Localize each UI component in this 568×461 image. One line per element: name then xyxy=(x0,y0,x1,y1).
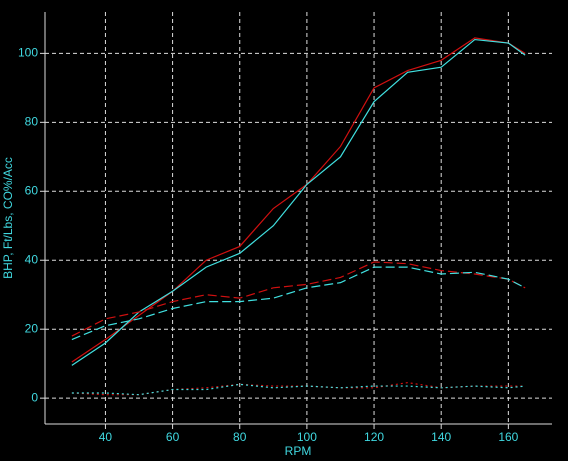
y-tick-label: 40 xyxy=(25,252,39,266)
series-line xyxy=(71,38,526,366)
x-tick-label: 40 xyxy=(99,430,113,444)
y-tick-label: 60 xyxy=(25,183,39,197)
x-tick-label: 160 xyxy=(498,430,518,444)
y-tick-label: 80 xyxy=(25,114,39,128)
series-line xyxy=(71,266,526,341)
y-tick-label: 0 xyxy=(31,390,38,404)
x-axis-label: RPM xyxy=(285,444,312,458)
x-tick-label: 60 xyxy=(166,430,180,444)
y-tick-label: 20 xyxy=(25,321,39,335)
y-tick-label: 100 xyxy=(18,46,38,60)
x-tick-label: 120 xyxy=(364,430,384,444)
series-line xyxy=(71,383,526,396)
x-tick-label: 80 xyxy=(233,430,247,444)
x-tick-label: 140 xyxy=(431,430,451,444)
y-axis-label: BHP, Ft/Lbs, CO%/Acc xyxy=(1,157,15,279)
x-tick-label: 100 xyxy=(297,430,317,444)
